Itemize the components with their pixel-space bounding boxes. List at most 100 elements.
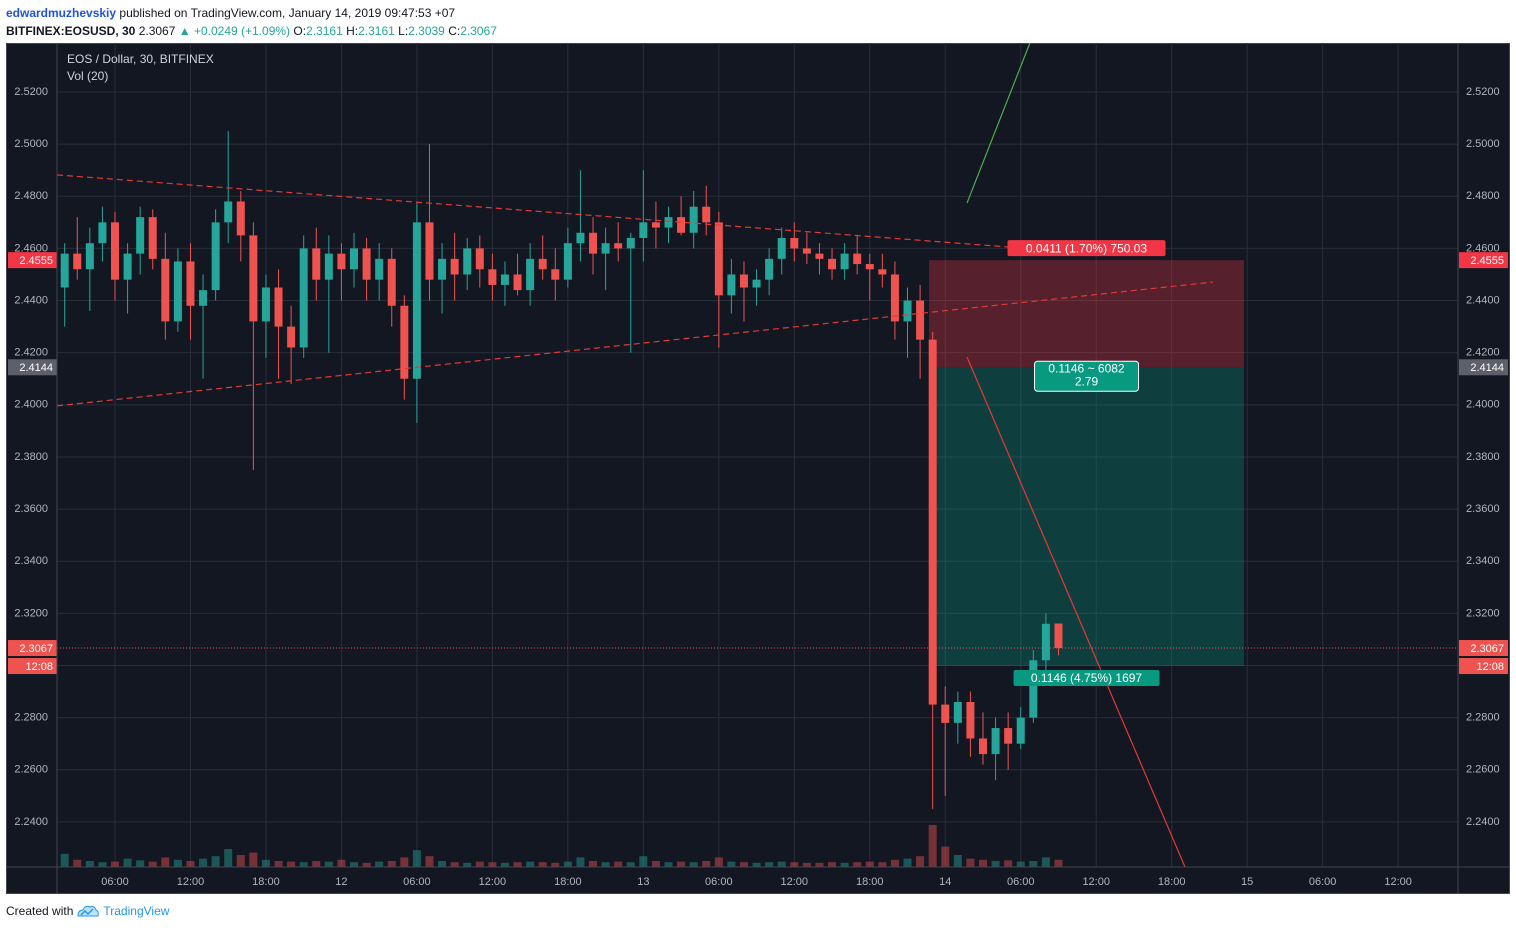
candle-body xyxy=(425,222,434,280)
author[interactable]: edwardmuzhevskiy xyxy=(6,6,117,20)
candle-body xyxy=(664,217,673,228)
candle-body xyxy=(865,264,874,270)
volume-bar xyxy=(991,861,1000,867)
volume-bar xyxy=(802,862,811,867)
candle-body xyxy=(123,253,132,280)
price-marker-right: 2.3067 xyxy=(1470,643,1504,655)
candle-body xyxy=(148,217,157,259)
candle-body xyxy=(526,258,535,291)
target-label-box xyxy=(1013,670,1160,687)
volume-bar xyxy=(702,861,711,867)
price-marker-left-box xyxy=(8,359,57,376)
candle-body xyxy=(513,274,522,291)
y-tick-label-right: 2.3600 xyxy=(1466,503,1500,515)
volume-bar xyxy=(1054,859,1063,867)
candle-body xyxy=(601,243,610,254)
price-marker-right: 2.4555 xyxy=(1470,255,1504,267)
stop-label-box xyxy=(1007,240,1166,257)
candle-body xyxy=(941,704,950,723)
price-marker-right-box xyxy=(1459,252,1508,269)
candle-body xyxy=(387,258,396,306)
candle-body xyxy=(840,253,849,270)
volume-bar xyxy=(815,862,824,867)
x-tick-label: 06:00 xyxy=(101,876,129,888)
candle-body xyxy=(261,287,270,322)
price: 2.3067 xyxy=(138,24,176,38)
volume-bar xyxy=(375,861,384,867)
y-tick-label: 2.4200 xyxy=(14,347,48,359)
volume-bar xyxy=(463,862,472,867)
candle-body xyxy=(1029,660,1038,718)
candle-body xyxy=(563,243,572,280)
brand[interactable]: TradingView xyxy=(103,904,170,918)
volume-bar xyxy=(450,862,459,867)
volume-bar xyxy=(400,857,409,867)
candle-body xyxy=(450,258,459,275)
candle-body xyxy=(890,274,899,322)
countdown-right: 12:08 xyxy=(1476,661,1504,673)
candle-body xyxy=(312,248,321,280)
y-tick-label-right: 2.5200 xyxy=(1466,86,1500,98)
volume-bar xyxy=(1004,860,1013,867)
volume-bar xyxy=(85,861,94,867)
x-tick-label: 18:00 xyxy=(554,876,582,888)
volume-bar xyxy=(249,852,258,867)
volume-bar xyxy=(236,855,245,867)
volume-bar xyxy=(324,861,333,867)
x-tick-label: 06:00 xyxy=(1309,876,1337,888)
candle-body xyxy=(161,258,170,322)
ohlc-value: 2.3067 xyxy=(460,24,497,38)
volume-bar xyxy=(601,862,610,867)
volume-bar xyxy=(274,861,283,867)
candle-body xyxy=(199,290,208,306)
y-tick-label-right: 2.4000 xyxy=(1466,399,1500,411)
y-tick-label: 2.5200 xyxy=(14,86,48,98)
x-tick-label: 18:00 xyxy=(856,876,884,888)
ohlc-label: H: xyxy=(346,24,359,38)
y-tick-label-right: 2.3400 xyxy=(1466,555,1500,567)
created-with: Created with xyxy=(6,904,74,918)
volume-bar xyxy=(903,858,912,867)
volume-bar xyxy=(1041,857,1050,867)
y-tick-label: 2.5000 xyxy=(14,138,48,150)
volume-bar xyxy=(173,859,182,867)
volume-bar xyxy=(563,861,572,867)
candle-body xyxy=(714,222,723,296)
x-tick-label: 18:00 xyxy=(1158,876,1186,888)
candle-body xyxy=(639,222,648,238)
candle-body xyxy=(802,248,811,254)
volume-bar xyxy=(350,862,359,867)
volume-bar xyxy=(752,862,761,867)
price-marker-right: 2.4144 xyxy=(1470,362,1504,374)
candle-body xyxy=(1016,717,1025,744)
volume-bar xyxy=(362,862,371,867)
candle-body xyxy=(362,248,371,280)
candle-body xyxy=(500,274,509,285)
x-tick-label: 06:00 xyxy=(705,876,733,888)
volume-bar xyxy=(890,859,899,867)
y-tick-label-right: 2.4400 xyxy=(1466,294,1500,306)
y-tick-label: 2.4000 xyxy=(14,399,48,411)
stop-zone xyxy=(929,260,1245,368)
candle-body xyxy=(978,738,987,755)
symbol-line: BITFINEX:EOSUSD, 30 2.3067 ▲ +0.0249 (+1… xyxy=(6,22,497,40)
chart-background xyxy=(6,43,1510,894)
candle-body xyxy=(249,235,258,322)
volume-bar xyxy=(639,856,648,867)
candle-body xyxy=(375,258,384,280)
y-tick-label-right: 2.2400 xyxy=(1466,816,1500,828)
volume-bar xyxy=(878,862,887,867)
volume-bar xyxy=(261,859,270,867)
candle-body xyxy=(299,248,308,348)
x-tick-label: 12:00 xyxy=(1384,876,1412,888)
candle-body xyxy=(702,206,711,223)
volume-title: Vol (20) xyxy=(67,69,108,83)
volume-bar xyxy=(840,862,849,867)
change: ▲ +0.0249 (+1.09%) xyxy=(178,24,291,38)
candle-body xyxy=(60,253,69,288)
x-tick-label: 13 xyxy=(637,876,649,888)
y-tick-label: 2.2800 xyxy=(14,712,48,724)
candle-body xyxy=(1041,623,1050,661)
candle-body xyxy=(186,261,195,306)
ohlc-label: L: xyxy=(398,24,409,38)
